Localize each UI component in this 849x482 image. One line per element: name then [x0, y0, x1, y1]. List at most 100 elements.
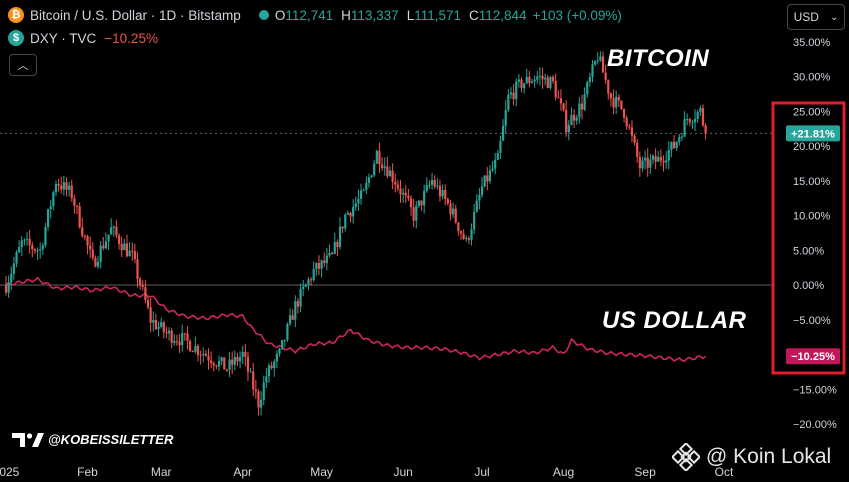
x-tick-label: Jul	[474, 465, 489, 479]
candle	[104, 232, 108, 250]
candle-body	[541, 75, 544, 80]
candle-body	[630, 127, 634, 136]
candle	[125, 234, 129, 258]
candle-body	[20, 240, 23, 248]
candle	[288, 308, 292, 326]
candle-body	[57, 184, 60, 186]
candle	[304, 283, 307, 288]
collapse-legend-button[interactable]: ︿	[9, 54, 37, 76]
candle-body	[520, 79, 523, 89]
candle-body	[407, 195, 410, 199]
candle-body	[454, 208, 457, 223]
y-tick-label: 15.00%	[793, 176, 831, 188]
candle-body	[244, 351, 247, 357]
candle	[436, 178, 439, 190]
candle	[231, 351, 234, 375]
candle	[96, 255, 100, 269]
compare-symbol-title: DXY · TVC	[30, 30, 97, 46]
candle	[454, 204, 457, 224]
candle-body	[294, 301, 297, 320]
candle-body	[131, 250, 134, 252]
candle-body	[523, 83, 526, 89]
candle-body	[44, 226, 47, 246]
candle-body	[478, 195, 481, 201]
candle-body	[139, 278, 142, 286]
candle-body	[378, 150, 381, 165]
x-tick-label: Sep	[634, 465, 656, 479]
candle-body	[291, 315, 294, 320]
candle	[501, 119, 505, 142]
candle	[686, 113, 689, 126]
candle-body	[452, 208, 455, 215]
candle	[488, 165, 492, 184]
chevron-up-icon: ︿	[17, 60, 29, 72]
candle-body	[609, 93, 613, 99]
credit-text: @KOBEISSILETTER	[48, 432, 174, 447]
candle	[509, 87, 513, 99]
candle	[262, 375, 265, 406]
candle	[178, 334, 181, 354]
candle-body	[586, 82, 589, 95]
candle-body	[225, 369, 229, 371]
candle-body	[120, 244, 123, 251]
candle	[373, 160, 376, 178]
candle	[580, 94, 584, 120]
chevron-down-icon: ⌄	[830, 11, 839, 23]
candle-body	[628, 126, 631, 128]
candle	[233, 350, 236, 371]
candle-body	[186, 333, 189, 341]
candle	[607, 79, 610, 100]
candle	[362, 188, 365, 192]
bitcoin-annotation: BITCOIN	[607, 45, 710, 72]
currency-label: USD	[793, 10, 819, 24]
candle-body	[625, 117, 628, 127]
candle	[278, 347, 281, 357]
candle-body	[167, 330, 171, 334]
candle-body	[686, 119, 689, 121]
candle-body	[651, 155, 655, 160]
candle	[94, 255, 97, 268]
candle-body	[60, 185, 63, 190]
candle-body	[433, 180, 436, 187]
compare-symbol-legend[interactable]: $ DXY · TVC −10.25%	[8, 30, 158, 46]
candle-body	[331, 252, 334, 254]
candle	[470, 223, 473, 246]
candle	[633, 133, 636, 146]
candle	[44, 222, 47, 248]
candle	[336, 239, 339, 257]
candle	[565, 100, 568, 137]
candle	[662, 155, 665, 172]
candle	[688, 117, 691, 127]
candle-body	[86, 236, 89, 246]
dxy-line	[5, 276, 707, 363]
candle-body	[507, 94, 510, 110]
candle-body	[672, 141, 676, 149]
candle	[23, 238, 26, 246]
candle	[441, 184, 444, 200]
candle	[538, 67, 541, 86]
candle-body	[615, 96, 618, 108]
candle	[78, 202, 81, 229]
candle-body	[604, 72, 607, 81]
main-symbol-legend[interactable]: ₿ Bitcoin / U.S. Dollar · 1D · Bitstamp …	[8, 7, 622, 23]
candle-body	[81, 227, 84, 236]
dollar-icon: $	[8, 30, 24, 46]
candle-body	[275, 353, 278, 362]
bitcoin-last-badge-text: +21.81%	[791, 128, 835, 140]
candle-body	[430, 180, 434, 185]
candle	[81, 217, 84, 238]
candle	[423, 184, 426, 214]
candle	[365, 176, 368, 195]
candle	[12, 256, 15, 280]
currency-selector[interactable]: USD ⌄	[787, 4, 845, 30]
candle	[599, 51, 602, 62]
candle-body	[633, 135, 636, 143]
candle	[309, 277, 313, 286]
open-key: O	[274, 7, 286, 23]
candle	[110, 218, 113, 235]
candle	[622, 108, 626, 123]
candle	[430, 172, 434, 190]
candle-body	[144, 287, 147, 301]
candle-body	[512, 92, 515, 100]
